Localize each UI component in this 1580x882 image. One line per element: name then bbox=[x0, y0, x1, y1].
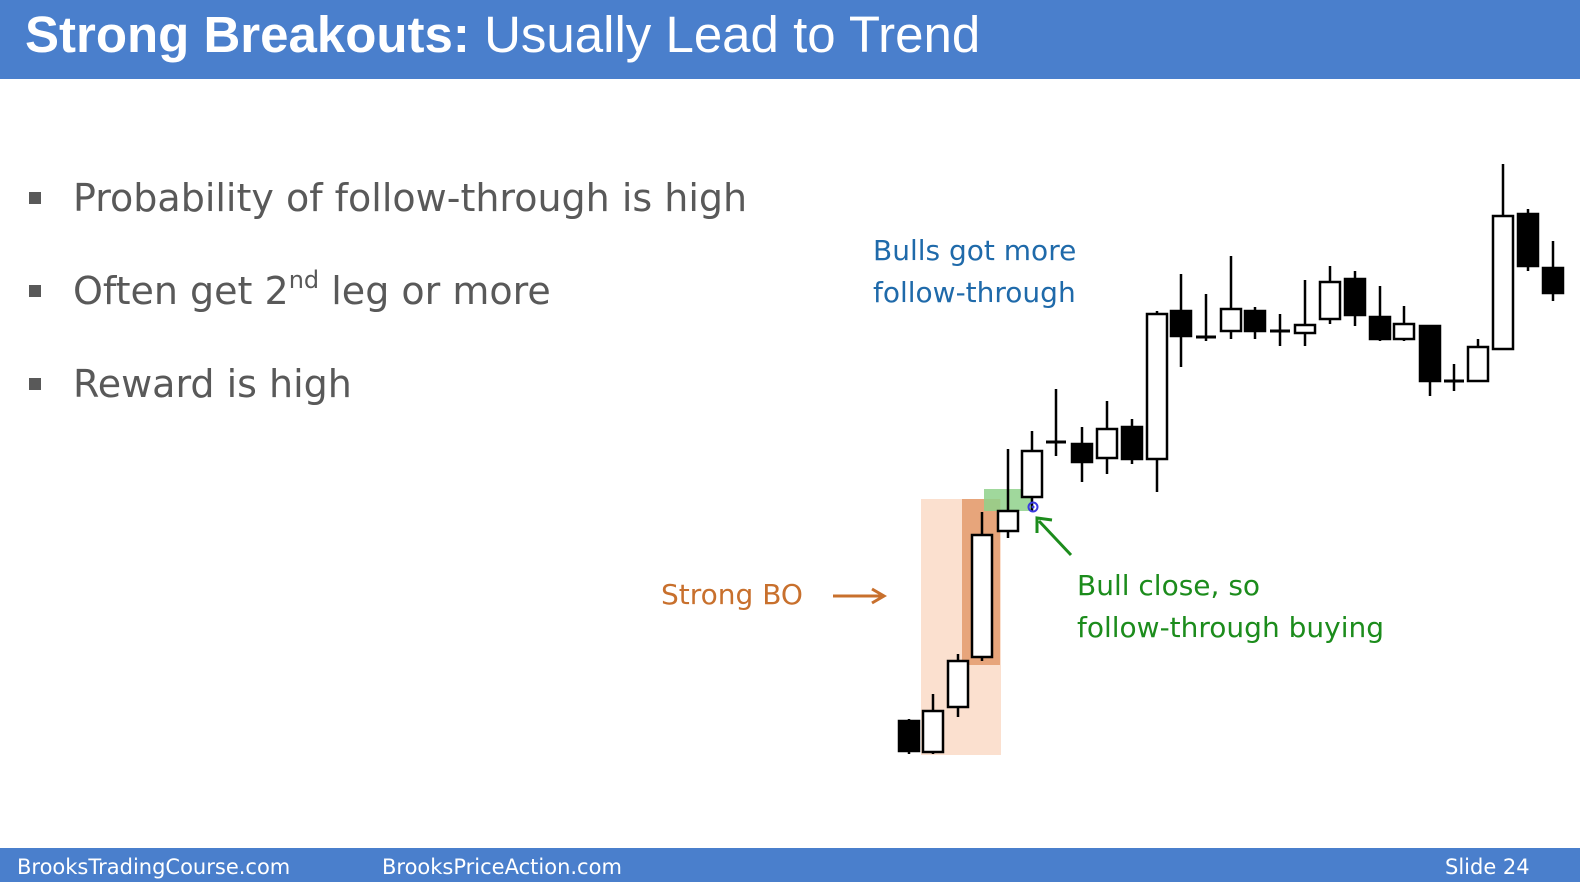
annotation-bulls-followthrough: Bulls got more follow-through bbox=[873, 230, 1076, 314]
cursor-marker bbox=[1027, 501, 1039, 513]
bear-candle-body bbox=[897, 719, 921, 753]
slide-footer: BrooksTradingCourse.com BrooksPriceActio… bbox=[0, 848, 1580, 882]
annotation-line: Bulls got more bbox=[873, 234, 1077, 267]
bullet-text: Reward is high bbox=[73, 362, 352, 406]
bullet-list: Probability of follow-through is high Of… bbox=[27, 168, 787, 447]
bull-candle-body bbox=[1020, 449, 1044, 499]
slide-title: Strong Breakouts: Usually Lead to Trend bbox=[25, 5, 980, 65]
annotation-line: follow-through bbox=[873, 276, 1076, 309]
strong-bo-arrow bbox=[833, 587, 887, 605]
bullet-marker bbox=[29, 378, 41, 390]
annotation-bull-close: Bull close, so follow-through buying bbox=[1077, 565, 1384, 649]
bull-candle-body bbox=[1491, 214, 1515, 351]
bull-candle-body bbox=[946, 659, 970, 709]
bullet-text-before: Often get 2 bbox=[73, 269, 289, 313]
bear-candle-body bbox=[1169, 309, 1193, 338]
slide-header: Strong Breakouts: Usually Lead to Trend bbox=[0, 0, 1580, 79]
bull-candle-body bbox=[1219, 307, 1243, 333]
bear-candle-body bbox=[1070, 442, 1094, 464]
bear-candle-body bbox=[1343, 277, 1367, 317]
bull-candle-body bbox=[1318, 280, 1342, 321]
bullet-superscript: nd bbox=[288, 266, 320, 294]
annotation-line: Bull close, so bbox=[1077, 569, 1261, 602]
bear-candle-body bbox=[1120, 425, 1144, 461]
bull-close-arrow bbox=[1035, 516, 1073, 557]
bull-candle-body bbox=[1392, 322, 1416, 341]
footer-site-price-action: BrooksPriceAction.com bbox=[382, 855, 622, 879]
bullet-marker bbox=[29, 285, 41, 297]
bullet-item: Probability of follow-through is high bbox=[27, 168, 787, 261]
bullet-text-after: leg or more bbox=[319, 269, 551, 313]
bear-candle-body bbox=[1541, 266, 1565, 295]
bullet-text: Probability of follow-through is high bbox=[73, 176, 748, 220]
bull-candle-body bbox=[921, 709, 945, 754]
bull-candle-body bbox=[996, 509, 1020, 533]
slide-number: Slide 24 bbox=[1445, 855, 1530, 879]
bullet-item: Reward is high bbox=[27, 354, 787, 447]
title-bold: Strong Breakouts: bbox=[25, 6, 470, 63]
bear-candle-body bbox=[1368, 315, 1392, 341]
bullet-text: Often get 2nd leg or more bbox=[73, 261, 551, 321]
bull-candle-body bbox=[1145, 312, 1169, 461]
bear-candle-body bbox=[1418, 324, 1442, 383]
bear-candle-body bbox=[1243, 309, 1267, 333]
annotation-strong-bo: Strong BO bbox=[661, 578, 803, 611]
bullet-item: Often get 2nd leg or more bbox=[27, 261, 787, 354]
bull-candle-body bbox=[1293, 323, 1317, 335]
bull-candle-body bbox=[970, 533, 994, 659]
footer-site-trading-course: BrooksTradingCourse.com bbox=[17, 855, 291, 879]
bullet-marker bbox=[29, 192, 41, 204]
bull-candle-body bbox=[1466, 345, 1490, 383]
bear-candle-body bbox=[1516, 212, 1540, 268]
candles bbox=[897, 164, 1565, 754]
annotation-line: follow-through buying bbox=[1077, 611, 1384, 644]
bull-candle-body bbox=[1095, 427, 1119, 460]
title-rest: Usually Lead to Trend bbox=[484, 6, 981, 63]
